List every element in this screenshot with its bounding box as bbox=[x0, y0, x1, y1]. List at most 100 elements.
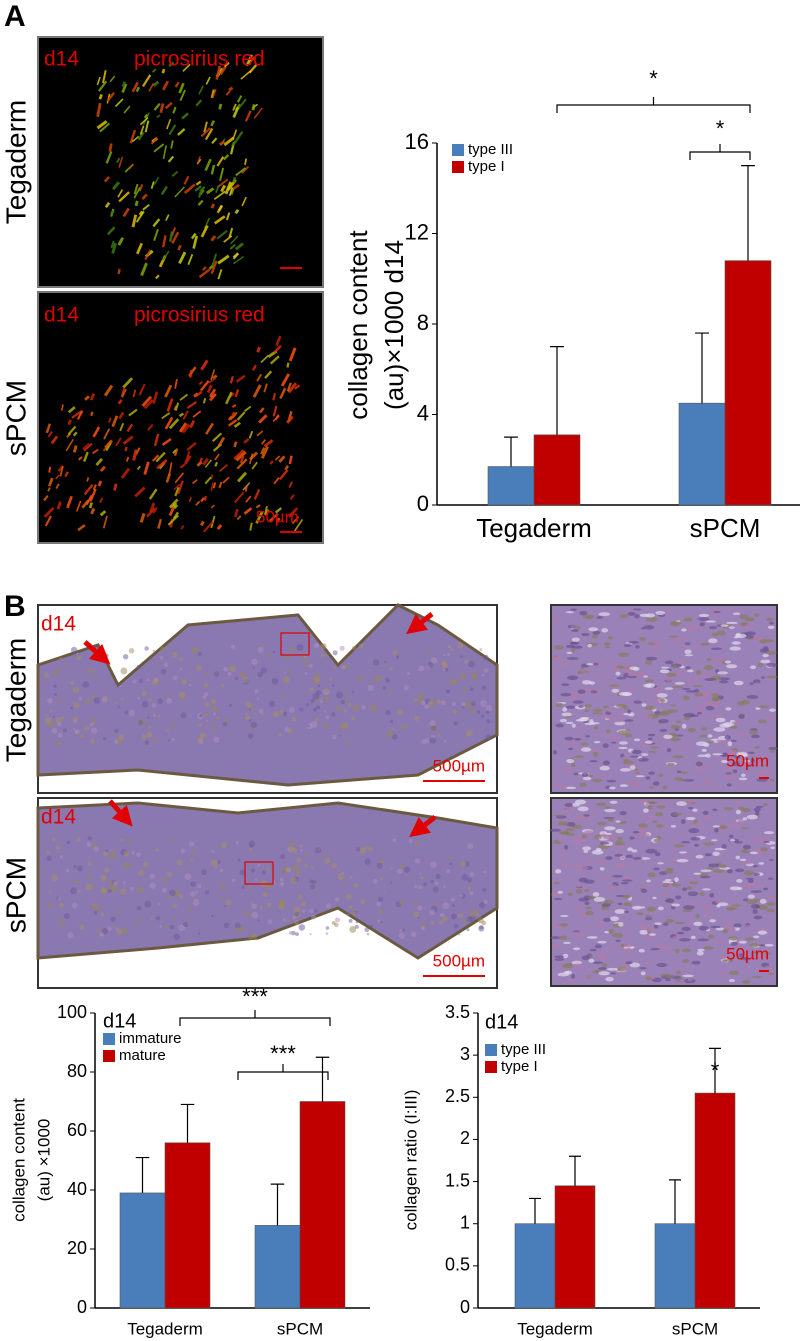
texture bbox=[731, 761, 741, 767]
fiber bbox=[243, 405, 252, 412]
fiber bbox=[236, 458, 248, 470]
texture bbox=[712, 825, 720, 828]
y-tick-label: 16 bbox=[405, 129, 429, 154]
texture bbox=[695, 765, 705, 771]
texture bbox=[682, 905, 695, 910]
texture bbox=[466, 916, 474, 923]
fiber bbox=[234, 208, 240, 215]
texture bbox=[392, 838, 397, 843]
scale-label: 50µm bbox=[726, 751, 769, 770]
fiber bbox=[203, 495, 207, 501]
texture bbox=[315, 893, 319, 896]
texture bbox=[586, 663, 594, 666]
fiber bbox=[210, 474, 214, 480]
texture bbox=[229, 664, 237, 672]
texture bbox=[758, 905, 768, 910]
texture bbox=[251, 911, 259, 919]
texture bbox=[715, 657, 727, 662]
texture bbox=[570, 691, 578, 697]
texture bbox=[123, 862, 131, 869]
texture bbox=[690, 853, 699, 856]
fiber bbox=[273, 477, 280, 485]
texture bbox=[169, 889, 176, 897]
texture bbox=[449, 862, 453, 866]
texture bbox=[668, 881, 674, 884]
texture bbox=[754, 682, 760, 685]
fiber bbox=[60, 404, 64, 411]
texture bbox=[235, 840, 239, 845]
texture bbox=[281, 694, 286, 700]
texture bbox=[355, 920, 359, 924]
texture bbox=[698, 617, 710, 621]
texture bbox=[147, 716, 150, 719]
texture bbox=[554, 814, 565, 817]
texture bbox=[606, 967, 619, 971]
texture bbox=[266, 902, 272, 907]
texture bbox=[305, 703, 310, 707]
fiber bbox=[182, 410, 189, 420]
fiber bbox=[152, 507, 158, 514]
texture bbox=[553, 750, 558, 755]
texture bbox=[554, 680, 559, 684]
texture bbox=[739, 858, 747, 862]
texture bbox=[55, 740, 61, 746]
texture bbox=[653, 924, 659, 929]
texture bbox=[296, 857, 302, 863]
texture bbox=[614, 721, 626, 726]
texture bbox=[74, 879, 79, 884]
texture bbox=[379, 909, 384, 915]
texture bbox=[607, 635, 613, 640]
texture bbox=[443, 653, 446, 657]
texture bbox=[247, 733, 254, 739]
texture bbox=[718, 677, 731, 681]
fiber bbox=[142, 74, 152, 87]
texture bbox=[313, 707, 318, 712]
texture bbox=[289, 841, 294, 846]
fiber bbox=[210, 235, 217, 242]
texture bbox=[479, 648, 483, 652]
fiber bbox=[203, 121, 208, 133]
texture bbox=[341, 665, 346, 670]
texture bbox=[282, 918, 287, 922]
texture bbox=[565, 828, 575, 832]
texture bbox=[144, 740, 150, 745]
fiber bbox=[208, 377, 217, 384]
texture bbox=[315, 679, 318, 682]
texture bbox=[380, 920, 383, 924]
fiber bbox=[153, 143, 165, 153]
fiber bbox=[67, 425, 77, 436]
texture bbox=[425, 665, 431, 670]
texture bbox=[730, 941, 738, 946]
texture bbox=[609, 800, 618, 804]
fiber bbox=[168, 231, 174, 243]
texture bbox=[372, 659, 380, 666]
fiber bbox=[168, 124, 177, 136]
texture bbox=[640, 888, 648, 893]
texture bbox=[629, 765, 636, 770]
fiber bbox=[218, 481, 223, 489]
texture bbox=[645, 776, 651, 780]
fiber bbox=[219, 140, 226, 146]
texture bbox=[703, 692, 711, 697]
texture bbox=[697, 948, 705, 952]
y-tick-label: 2.5 bbox=[445, 1086, 470, 1106]
texture bbox=[223, 666, 229, 672]
texture bbox=[708, 625, 718, 630]
fiber bbox=[195, 99, 203, 107]
texture bbox=[249, 847, 253, 851]
texture bbox=[652, 740, 662, 743]
texture bbox=[610, 972, 617, 975]
texture bbox=[606, 779, 617, 783]
fiber bbox=[72, 431, 78, 437]
texture bbox=[687, 891, 699, 897]
texture bbox=[483, 668, 489, 673]
texture bbox=[644, 740, 653, 744]
fiber bbox=[99, 510, 107, 517]
texture bbox=[53, 670, 59, 677]
fiber bbox=[273, 344, 282, 354]
texture bbox=[446, 869, 451, 874]
texture bbox=[302, 648, 305, 651]
texture bbox=[685, 662, 691, 665]
texture bbox=[658, 718, 669, 724]
